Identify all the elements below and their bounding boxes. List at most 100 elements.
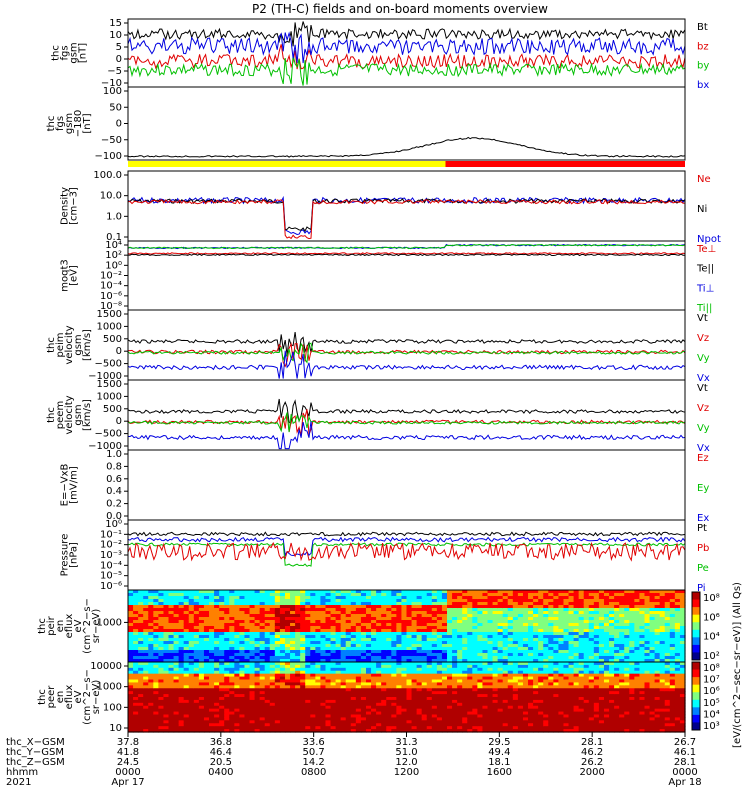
spectrogram-cell xyxy=(274,647,281,651)
spectrogram-cell xyxy=(371,673,377,678)
spectrogram-cell xyxy=(371,638,377,642)
spectrogram-cell xyxy=(401,641,408,645)
spectrogram-cell xyxy=(401,632,408,636)
spectrogram-cell xyxy=(234,726,240,730)
spectrogram-cell xyxy=(462,617,468,621)
spectrogram-cell xyxy=(593,667,600,672)
spectrogram-cell xyxy=(512,717,519,721)
spectrogram-cell xyxy=(365,726,372,730)
spectrogram-cell xyxy=(224,659,230,663)
spectrogram-cell xyxy=(128,691,134,695)
spectrogram-cell xyxy=(598,691,605,695)
spectrogram-cell xyxy=(153,632,159,636)
spectrogram-cell xyxy=(593,617,600,621)
spectrogram-cell xyxy=(340,717,347,721)
spectrogram-cell xyxy=(421,629,428,633)
spectrogram-cell xyxy=(254,717,261,721)
spectrogram-cell xyxy=(431,670,438,675)
spectrogram-cell xyxy=(391,729,397,733)
spectrogram-cell xyxy=(168,656,175,660)
spectrogram-cell xyxy=(558,702,565,707)
spectrogram-cell xyxy=(431,599,438,603)
spectrogram-cell xyxy=(467,685,473,689)
spectrogram-cell xyxy=(679,617,686,621)
spectrogram-cell xyxy=(203,614,210,618)
spectrogram-cell xyxy=(259,632,266,636)
spectrogram-cell xyxy=(543,682,549,686)
spectrogram-cell xyxy=(284,608,291,612)
spectrogram-cell xyxy=(593,702,600,707)
spectrogram-cell xyxy=(538,596,544,600)
spectrogram-cell xyxy=(436,664,443,669)
spectrogram-cell xyxy=(284,596,291,600)
spectrogram-cell xyxy=(315,593,322,597)
spectrogram-cell xyxy=(482,635,489,639)
spectrogram-cell xyxy=(315,729,322,733)
spectrogram-cell xyxy=(381,708,387,713)
spectrogram-cell xyxy=(239,729,246,733)
spectrogram-cell xyxy=(381,602,387,606)
spectrogram-cell xyxy=(649,647,656,651)
spectrogram-cell xyxy=(411,611,418,615)
spectrogram-cell xyxy=(188,691,195,695)
spectrogram-cell xyxy=(259,711,266,716)
spectrogram-cell xyxy=(482,653,489,657)
series-line xyxy=(127,350,686,379)
spectrogram-cell xyxy=(376,714,382,719)
spectrogram-cell xyxy=(249,650,256,654)
spectrogram-cell xyxy=(239,617,246,621)
spectrogram-cell xyxy=(214,682,220,686)
spectrogram-cell xyxy=(138,726,144,730)
spectrogram-cell xyxy=(173,705,180,710)
spectrogram-cell xyxy=(229,699,235,704)
spectrogram-cell xyxy=(320,705,327,710)
spectrogram-cell xyxy=(578,602,585,606)
spectrogram-cell xyxy=(462,682,468,686)
spectrogram-cell xyxy=(371,659,377,663)
spectrogram-cell xyxy=(264,697,271,701)
spectrogram-cell xyxy=(335,726,342,730)
spectrogram-cell xyxy=(320,717,327,721)
spectrogram-cell xyxy=(305,638,311,642)
spectrogram-cell xyxy=(264,617,271,621)
spectrogram-cell xyxy=(173,650,180,654)
spectrogram-cell xyxy=(133,650,139,654)
spectrogram-cell xyxy=(583,667,590,672)
spectrogram-cell xyxy=(188,694,195,698)
spectrogram-cell xyxy=(148,605,154,609)
spectrogram-cell xyxy=(295,711,301,716)
spectrogram-cell xyxy=(310,708,316,713)
spectrogram-cell xyxy=(431,720,438,724)
spectrogram-cell xyxy=(441,629,448,633)
spectrogram-cell xyxy=(249,611,256,615)
spectrogram-cell xyxy=(391,691,397,695)
spectrogram-cell xyxy=(563,705,570,710)
spectrogram-cell xyxy=(345,620,352,624)
spectrogram-cell xyxy=(487,723,494,727)
spectrogram-cell xyxy=(229,650,235,654)
spectrogram-cell xyxy=(330,653,337,657)
spectrogram-cell xyxy=(173,593,180,597)
spectrogram-cell xyxy=(209,599,215,603)
spectrogram-cell xyxy=(290,682,296,686)
spectrogram-cell xyxy=(558,647,565,651)
spectrogram-cell xyxy=(133,590,139,594)
spectrogram-cell xyxy=(548,590,554,594)
spectrogram-cell xyxy=(578,653,585,657)
spectrogram-cell xyxy=(148,682,154,686)
spectrogram-cell xyxy=(452,617,458,621)
spectrogram-cell xyxy=(609,623,615,627)
spectrogram-cell xyxy=(188,714,195,719)
spectrogram-cell xyxy=(148,673,154,678)
spectrogram-cell xyxy=(538,723,544,727)
spectrogram-cell xyxy=(472,720,478,724)
spectrogram-cell xyxy=(345,708,352,713)
spectrogram-cell xyxy=(401,593,408,597)
spectrogram-cell xyxy=(203,714,210,719)
spectrogram-cell xyxy=(355,659,362,663)
spectrogram-cell xyxy=(259,723,266,727)
spectrogram-cell xyxy=(568,635,575,639)
spectrogram-cell xyxy=(193,596,200,600)
spectrogram-cell xyxy=(452,676,458,681)
spectrogram-cell xyxy=(598,729,605,733)
